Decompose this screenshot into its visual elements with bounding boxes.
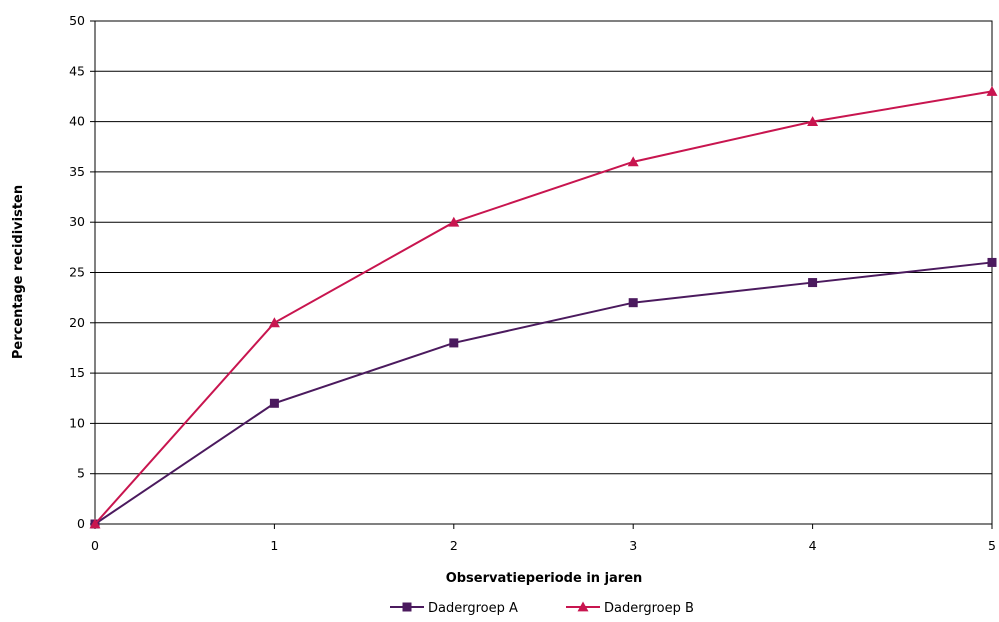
data-point [269,398,279,408]
series-line [94,90,993,525]
legend-marker [402,602,412,612]
y-tick-label: 20 [69,315,85,330]
series-2 [89,85,998,529]
legend-marker [577,601,589,612]
series-1 [90,257,997,529]
data-point [268,317,280,328]
y-axis-title: Percentage recidivisten [11,185,26,359]
legend-label: Dadergroep B [604,601,694,616]
y-tick-label: 35 [69,164,85,179]
x-tick-label: 1 [270,538,278,553]
data-point [89,518,101,529]
data-point [808,278,818,288]
y-tick-label: 45 [69,63,85,78]
legend-item-1: Dadergroep A [390,601,518,616]
x-axis-title: Observatieperiode in jaren [446,571,643,586]
x-tick-label: 3 [629,538,637,553]
y-tick-label: 25 [69,265,85,280]
x-tick-label: 5 [988,538,996,553]
y-tick-label: 50 [69,13,85,28]
data-point [627,156,639,167]
data-point [449,338,459,348]
data-point [807,116,819,126]
data-point [448,216,460,227]
x-tick-label: 0 [91,538,99,553]
gridlines [94,20,993,525]
legend-item-2: Dadergroep B [566,601,694,616]
y-tick-label: 15 [69,365,85,380]
series-line [94,261,993,525]
data-point [986,85,998,96]
x-tick-label: 4 [809,538,817,553]
legend: Dadergroep A Dadergroep B [390,601,694,616]
series-lines [89,85,998,529]
y-tick-label: 30 [69,214,85,229]
y-tick-label: 5 [77,466,85,481]
data-point [628,298,638,308]
data-point [987,257,997,267]
y-tick-label: 10 [69,415,85,430]
x-tick-label: 2 [450,538,458,553]
y-tick-label: 40 [69,114,85,129]
y-tick-label: 0 [77,516,85,531]
legend-label: Dadergroep A [428,601,518,616]
